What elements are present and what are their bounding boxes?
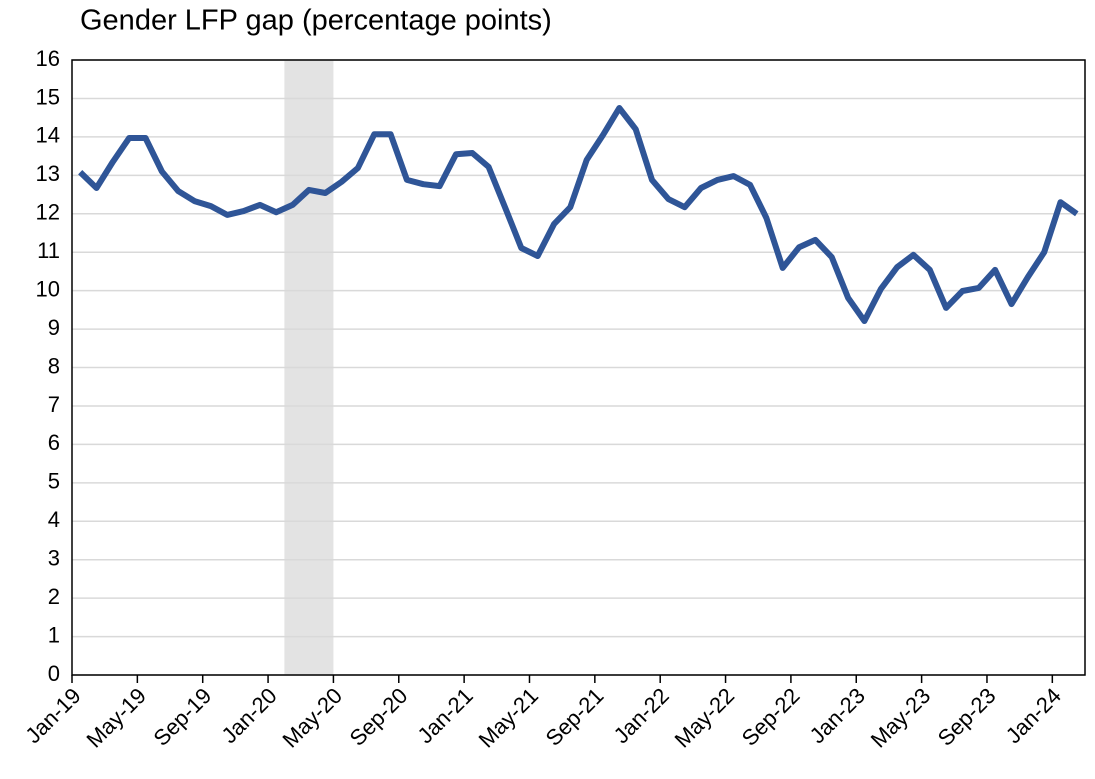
x-tick-label: Jan-21 [413,683,478,748]
y-tick-label: 1 [48,622,60,647]
x-tick-label: May-21 [474,683,544,753]
data-line [78,105,1079,324]
y-tick-label: 2 [48,584,60,609]
x-tick-label: Jan-22 [609,683,674,748]
x-tick-label: Sep-21 [541,683,609,751]
x-tick-label: Sep-19 [149,683,217,751]
x-tick-label: May-20 [278,683,348,753]
y-tick-label: 15 [36,84,60,109]
y-tick-label: 12 [36,200,60,225]
y-tick-label: 7 [48,392,60,417]
y-tick-label: 11 [37,238,60,263]
x-tick-label: Jan-23 [805,683,870,748]
y-tick-label: 8 [48,353,60,378]
x-tick-label: Sep-23 [933,683,1001,751]
x-tick-label: Jan-19 [20,683,85,748]
y-tick-label: 16 [36,46,60,71]
x-tick-label: Jan-20 [216,683,281,748]
y-tick-label: 10 [36,276,60,301]
chart-title: Gender LFP gap (percentage points) [80,5,552,37]
y-tick-label: 13 [36,161,60,186]
y-tick-label: 6 [48,430,60,455]
y-tick-label: 14 [36,123,60,148]
y-tick-label: 0 [48,661,60,686]
x-tick-label: Sep-22 [737,683,805,751]
y-tick-label: 4 [48,507,60,532]
x-tick-label: May-19 [81,683,151,753]
x-tick-label: May-23 [866,683,936,753]
y-tick-label: 5 [48,469,60,494]
y-tick-label: 9 [48,315,60,340]
plot-frame [71,59,1086,676]
x-tick-label: Jan-24 [1001,683,1066,748]
y-tick-label: 3 [48,546,60,571]
x-tick-label: May-22 [670,683,740,753]
x-tick-label: Sep-20 [345,683,413,751]
